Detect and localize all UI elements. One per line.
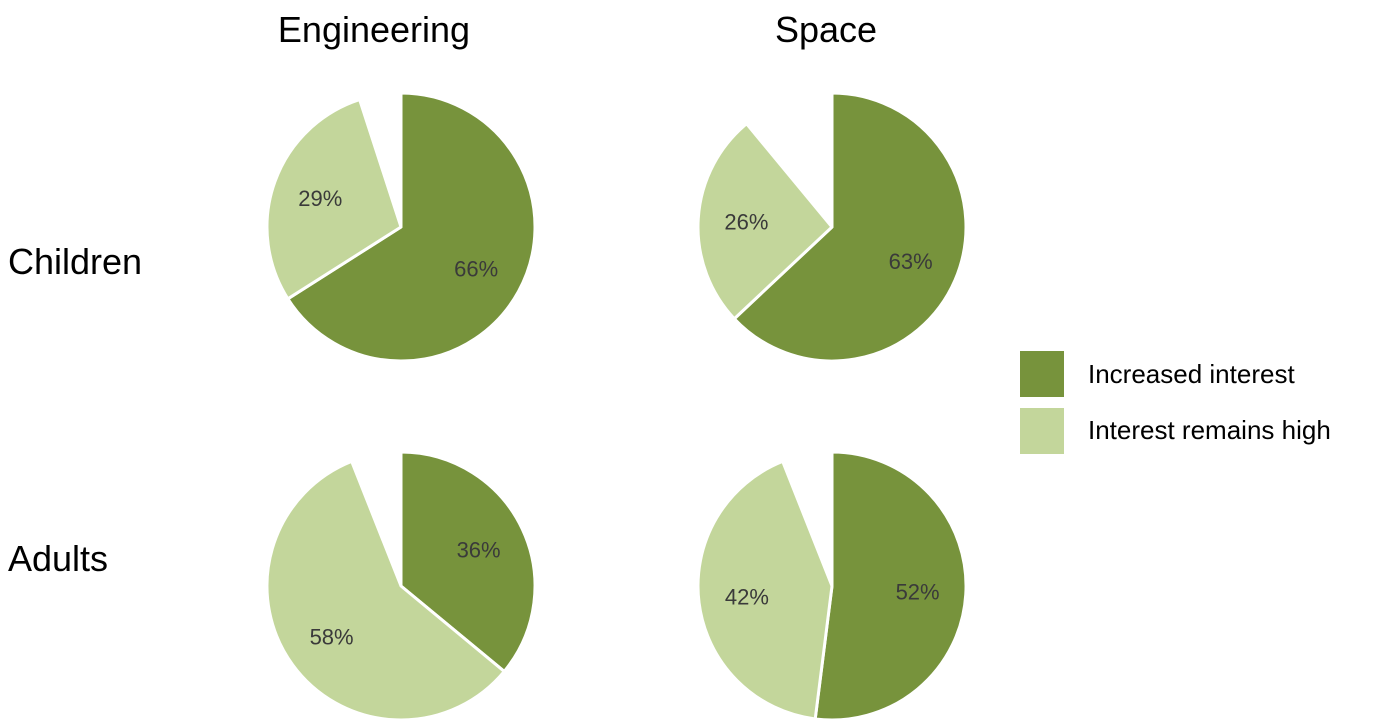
pie-data-label-adults-engineering-interest-remains-high: 58% — [310, 624, 354, 649]
row-label-children: Children — [8, 241, 142, 282]
pie-data-label-adults-engineering-increased-interest: 36% — [457, 538, 501, 563]
pie-slice-children-engineering-interest-remains-high — [265, 98, 403, 301]
pie-slice-adults-space-increased-interest — [813, 450, 968, 719]
pie-slice-adults-engineering-interest-remains-high — [265, 459, 506, 719]
legend-label-increased-interest: Increased interest — [1088, 359, 1295, 389]
pie-slice-adults-engineering-increased-interest — [399, 450, 537, 673]
pie-data-label-children-engineering-interest-remains-high: 29% — [298, 186, 342, 211]
pies-group: 66% 29% 63% 26% 36% 58% 52% 42% — [265, 91, 968, 719]
pie-slice-children-engineering-increased-interest — [286, 91, 537, 363]
pie-data-label-children-space-increased-interest: 63% — [889, 249, 933, 274]
pie-data-label-children-space-interest-remains-high: 26% — [724, 210, 768, 235]
legend: Increased interest Interest remains high — [1020, 351, 1331, 454]
pie-slice-children-space-increased-interest — [732, 91, 968, 363]
legend-swatch-interest-remains-high — [1020, 408, 1064, 454]
pie-data-label-adults-space-interest-remains-high: 42% — [725, 585, 769, 610]
pie-data-label-children-engineering-increased-interest: 66% — [454, 256, 498, 281]
column-title-engineering: Engineering — [278, 9, 470, 50]
legend-swatch-increased-interest — [1020, 351, 1064, 397]
column-title-space: Space — [775, 9, 877, 50]
pie-slice-children-space-interest-remains-high — [696, 122, 834, 321]
legend-label-interest-remains-high: Interest remains high — [1088, 415, 1331, 445]
pie-slice-adults-space-interest-remains-high — [696, 459, 834, 719]
row-label-adults: Adults — [8, 538, 108, 579]
pie-data-label-adults-space-increased-interest: 52% — [896, 579, 940, 604]
